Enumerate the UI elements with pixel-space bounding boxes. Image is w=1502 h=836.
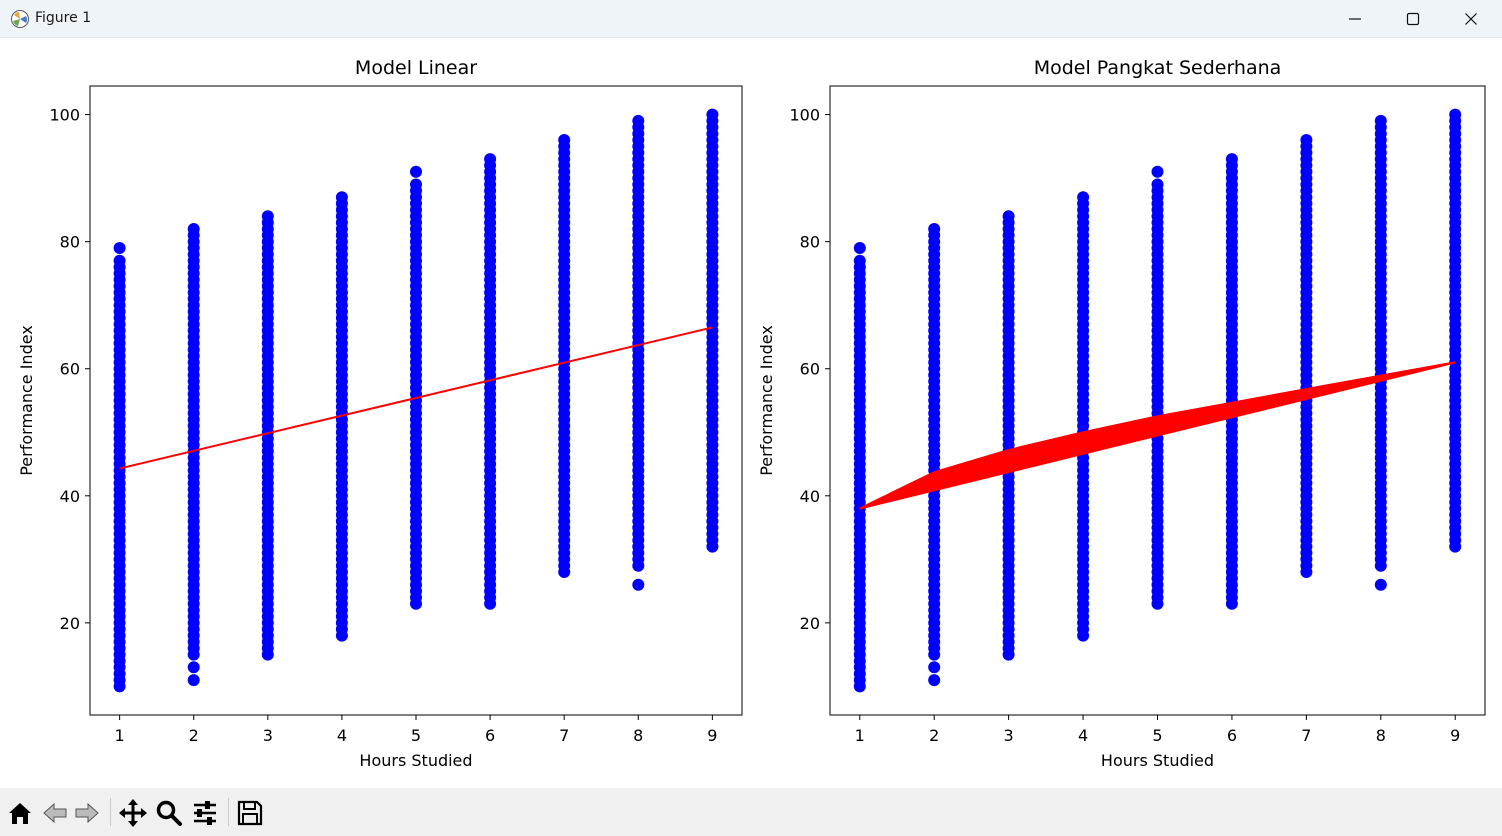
scatter-point bbox=[1077, 191, 1090, 204]
scatter-point bbox=[113, 254, 126, 267]
subplot-power: 1 2 3 4 5 6 7 8 9 20 40 60 80 100 Model Pangkat Sederh… bbox=[757, 57, 1486, 770]
close-button[interactable] bbox=[1442, 0, 1500, 38]
scatter-point bbox=[1002, 210, 1015, 223]
y-tick-label: 60 bbox=[60, 360, 80, 379]
x-tick-label: 6 bbox=[1227, 726, 1237, 745]
scatter-point bbox=[928, 661, 941, 674]
scatter-point bbox=[558, 134, 571, 146]
scatter-point bbox=[261, 210, 274, 223]
close-icon bbox=[1465, 13, 1477, 25]
x-tick-label: 3 bbox=[263, 726, 273, 745]
x-tick-label: 1 bbox=[855, 726, 865, 745]
chart-title: Model Linear bbox=[355, 57, 477, 79]
forward-icon bbox=[75, 802, 99, 824]
y-tick-label: 60 bbox=[800, 360, 820, 379]
scatter-point bbox=[410, 165, 422, 178]
toolbar-separator bbox=[110, 798, 111, 826]
y-tick-label: 80 bbox=[60, 233, 80, 252]
scatter-point bbox=[853, 242, 866, 254]
x-tick-label: 4 bbox=[337, 726, 347, 745]
y-tick-label: 20 bbox=[800, 614, 820, 633]
save-icon bbox=[237, 800, 263, 826]
x-tick-label: 5 bbox=[411, 726, 421, 745]
save-button[interactable] bbox=[235, 798, 265, 828]
x-tick-label: 7 bbox=[1301, 726, 1311, 745]
scatter-point bbox=[706, 108, 719, 121]
maximize-button[interactable] bbox=[1384, 0, 1442, 38]
scatter-point bbox=[187, 674, 200, 687]
title-bar[interactable]: Figure 1 bbox=[0, 0, 1502, 38]
x-tick-label: 8 bbox=[633, 726, 643, 745]
scatter-point bbox=[335, 191, 348, 204]
scatter-point bbox=[1374, 578, 1387, 591]
scatter-point bbox=[1300, 134, 1313, 146]
x-tick-label: 9 bbox=[1450, 726, 1460, 745]
scatter-point bbox=[853, 254, 866, 267]
scatter-point bbox=[187, 223, 200, 235]
zoom-button[interactable] bbox=[154, 798, 184, 828]
scatter-point bbox=[1151, 178, 1164, 191]
forward-button[interactable] bbox=[72, 798, 102, 828]
pan-icon bbox=[119, 799, 147, 827]
scatter-point bbox=[1449, 108, 1462, 121]
x-tick-label: 9 bbox=[707, 726, 717, 745]
scatter-point bbox=[928, 674, 941, 687]
back-button[interactable] bbox=[40, 798, 70, 828]
x-tick-label: 4 bbox=[1078, 726, 1088, 745]
x-tick-label: 5 bbox=[1152, 726, 1162, 745]
linear-fit-line bbox=[119, 326, 713, 470]
matplotlib-app-icon bbox=[11, 10, 29, 28]
x-tick-label: 2 bbox=[929, 726, 939, 745]
y-tick-label: 100 bbox=[789, 106, 820, 125]
y-tick-label: 20 bbox=[60, 614, 80, 633]
toolbar-separator bbox=[228, 798, 229, 826]
home-button[interactable] bbox=[5, 798, 35, 828]
y-tick-label: 40 bbox=[60, 487, 80, 506]
minimize-button[interactable] bbox=[1326, 0, 1384, 38]
navigation-toolbar bbox=[0, 788, 1502, 836]
configure-subplots-button[interactable] bbox=[190, 798, 220, 828]
scatter-point bbox=[632, 114, 645, 127]
figure-canvas[interactable]: 1 2 3 4 5 6 7 8 9 20 40 60 80 100 Model Linear Hours St… bbox=[0, 38, 1502, 788]
scatter-point bbox=[1151, 165, 1164, 178]
y-tick-label: 80 bbox=[800, 233, 820, 252]
power-fit-band bbox=[859, 361, 1456, 510]
scatter-point bbox=[928, 223, 941, 235]
zoom-icon bbox=[156, 800, 182, 826]
back-icon bbox=[43, 802, 67, 824]
x-tick-label: 2 bbox=[189, 726, 199, 745]
y-axis-label: Performance Index bbox=[757, 325, 776, 476]
x-tick-label: 6 bbox=[485, 726, 495, 745]
x-axis-label: Hours Studied bbox=[359, 751, 472, 770]
maximize-icon bbox=[1406, 12, 1420, 26]
x-tick-label: 7 bbox=[559, 726, 569, 745]
scatter-point bbox=[1225, 153, 1238, 166]
y-tick-label: 40 bbox=[800, 487, 820, 506]
scatter-point bbox=[632, 578, 645, 591]
figure-svg: 1 2 3 4 5 6 7 8 9 20 40 60 80 100 Model Linear Hours St… bbox=[17, 57, 1486, 770]
scatter-point bbox=[113, 242, 126, 254]
scatter-point bbox=[1374, 114, 1387, 127]
y-axis-label: Performance Index bbox=[17, 325, 36, 476]
x-tick-label: 3 bbox=[1004, 726, 1014, 745]
x-tick-label: 8 bbox=[1376, 726, 1386, 745]
pan-button[interactable] bbox=[118, 798, 148, 828]
scatter-point bbox=[410, 178, 422, 191]
subplot-linear: 1 2 3 4 5 6 7 8 9 20 40 60 80 100 Model Linear Hours St… bbox=[17, 57, 743, 770]
chart-title: Model Pangkat Sederhana bbox=[1034, 57, 1282, 79]
scatter-point bbox=[484, 153, 497, 166]
minimize-icon bbox=[1349, 18, 1361, 20]
configure-subplots-icon bbox=[194, 801, 216, 825]
scatter-point bbox=[187, 661, 200, 674]
y-tick-label: 100 bbox=[49, 106, 80, 125]
x-tick-label: 1 bbox=[115, 726, 125, 745]
window-title: Figure 1 bbox=[35, 10, 92, 26]
x-axis-label: Hours Studied bbox=[1101, 751, 1214, 770]
home-icon bbox=[9, 803, 31, 824]
